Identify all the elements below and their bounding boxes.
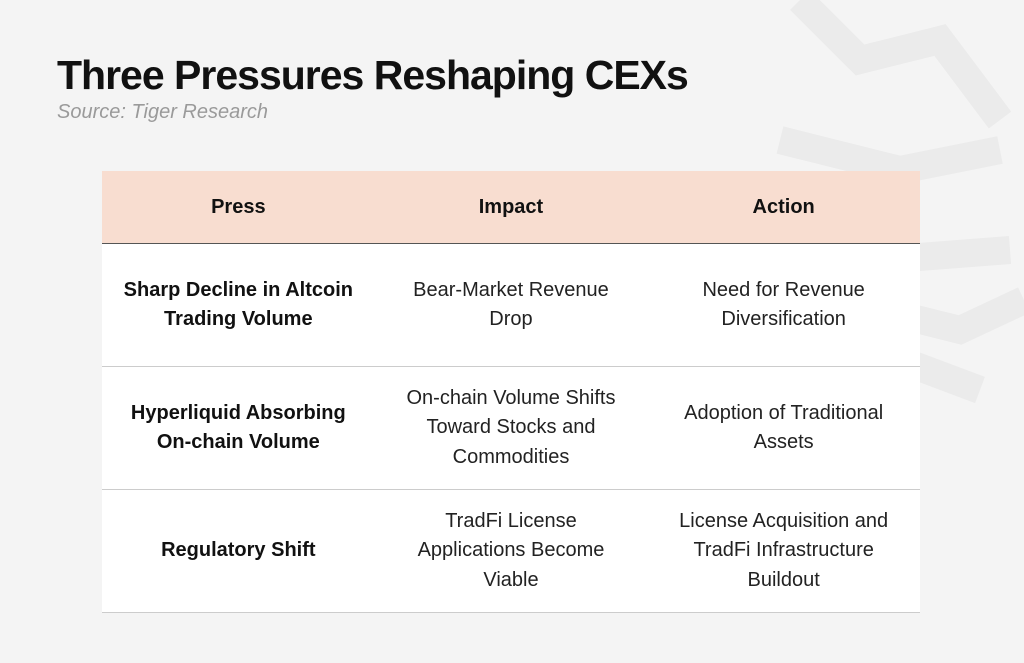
table-cell: Adoption of Traditional Assets xyxy=(647,366,920,490)
table-row: Sharp Decline in Altcoin Trading Volume B… xyxy=(102,243,920,367)
table-cell: TradFi License Applications Become Viabl… xyxy=(374,489,648,613)
column-header: Press xyxy=(102,171,375,244)
table-row: Hyperliquid Absorbing On-chain Volume On-… xyxy=(102,366,920,490)
table-cell: Regulatory Shift xyxy=(102,489,375,613)
table-cell: Hyperliquid Absorbing On-chain Volume xyxy=(102,366,375,490)
table-cell: On-chain Volume Shifts Toward Stocks and… xyxy=(374,366,648,490)
column-header: Action xyxy=(647,171,920,244)
header-row: Press Impact Action xyxy=(102,171,920,244)
source: Source: Tiger Research xyxy=(57,101,269,123)
table-cell: Need for Revenue Diversification xyxy=(647,243,920,367)
table-row: Regulatory Shift TradFi License Applicati… xyxy=(102,489,920,613)
table-cell: Sharp Decline in Altcoin Trading Volume xyxy=(102,243,375,367)
title: Three Pressures Reshaping CEXs xyxy=(57,52,689,98)
table-body: Sharp Decline in Altcoin Trading Volume B… xyxy=(102,243,920,613)
table-cell: Bear-Market Revenue Drop xyxy=(374,243,648,367)
table-cell: License Acquisition and TradFi Infrastru… xyxy=(647,489,920,613)
table: Press Impact Action Sharp Decline in Altco… xyxy=(102,171,920,613)
column-header: Impact xyxy=(374,171,648,244)
